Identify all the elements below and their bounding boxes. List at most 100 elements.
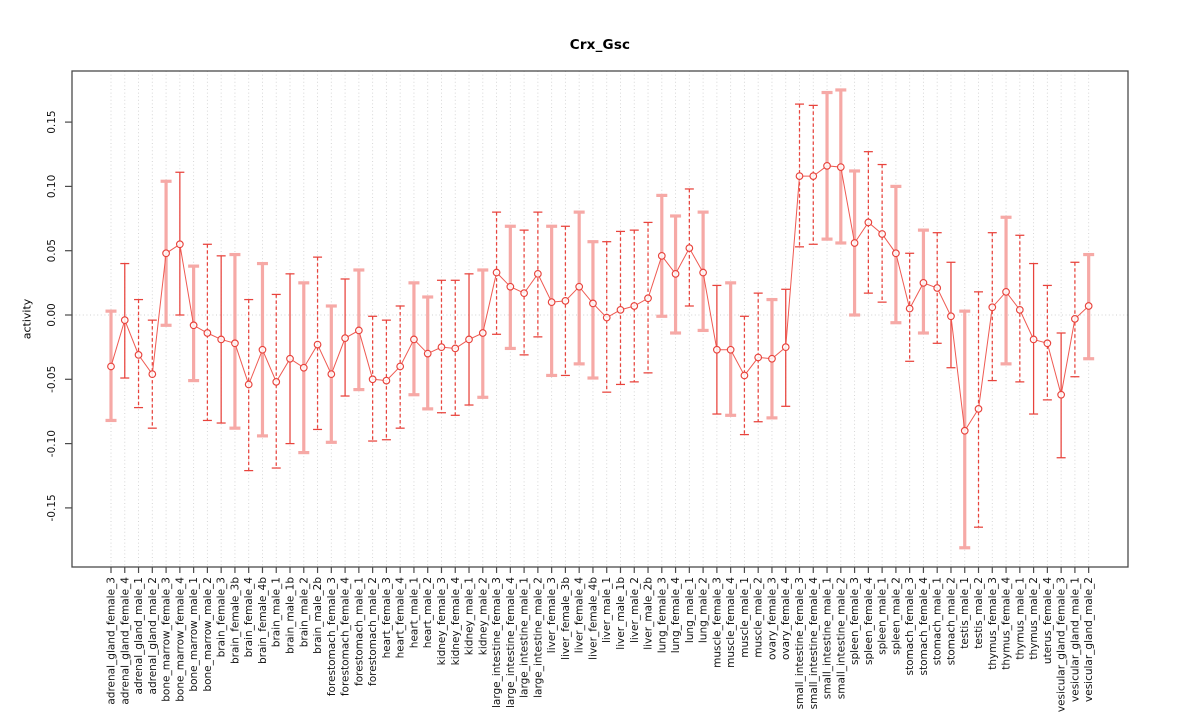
- error-bar: [795, 103, 804, 248]
- x-tick-label: thymus_female_3: [987, 577, 999, 670]
- y-tick-label: -0.15: [46, 494, 58, 521]
- data-point: [1015, 305, 1024, 314]
- data-point: [107, 362, 115, 371]
- x-tick-label: liver_male_2: [629, 577, 641, 643]
- y-tick-label: -0.05: [46, 366, 58, 393]
- data-point: [203, 329, 212, 337]
- x-tick-label: adrenal_gland_female_3: [106, 577, 118, 705]
- x-tick-label: stomach_female_4: [918, 577, 930, 676]
- x-tick-label: small_intestine_female_4: [808, 577, 820, 710]
- x-tick-label: vesicular_gland_female_3: [1056, 577, 1068, 712]
- x-tick-label: large_intestine_male_2: [532, 577, 544, 698]
- data-point: [781, 343, 790, 352]
- error-bar: [587, 240, 599, 380]
- error-bars: [105, 88, 1095, 550]
- x-tick-label: muscle_female_3: [711, 577, 723, 668]
- data-point: [1084, 302, 1093, 310]
- data-point: [492, 268, 501, 277]
- x-tick-label: small_intestine_female_3: [794, 577, 806, 709]
- x-tick-label: brain_male_2b: [312, 577, 324, 654]
- data-point: [823, 161, 831, 170]
- data-point: [258, 345, 267, 354]
- data-point: [575, 282, 584, 291]
- chart-title: Crx_Gsc: [569, 37, 631, 53]
- x-tick-label: small_intestine_male_2: [835, 577, 847, 699]
- x-tick-label: forestomach_male_2: [367, 577, 379, 686]
- data-point: [947, 312, 955, 321]
- data-point: [878, 230, 886, 238]
- error-bar: [863, 151, 873, 294]
- data-point: [354, 326, 363, 335]
- series-line: [110, 165, 1090, 433]
- x-tick-label: bone_marrow_female_4: [174, 577, 186, 702]
- data-point: [768, 354, 776, 363]
- gridlines: [110, 71, 1090, 567]
- x-tick-label: brain_female_4: [243, 577, 255, 658]
- data-point: [809, 172, 818, 180]
- x-tick-label: brain_female_3b: [229, 577, 241, 664]
- data-point: [437, 343, 446, 352]
- y-tick-label: 0.10: [46, 175, 58, 198]
- x-tick-label: spleen_male_1: [877, 577, 889, 655]
- x-tick-label: lung_female_3: [656, 577, 668, 653]
- data-point: [1043, 339, 1052, 348]
- data-point: [231, 339, 239, 348]
- x-tick-label: muscle_female_4: [725, 577, 737, 668]
- data-point: [120, 316, 129, 325]
- x-tick-label: liver_female_3: [546, 577, 558, 653]
- data-point: [602, 313, 611, 322]
- data-point: [892, 249, 900, 258]
- x-tick-label: muscle_male_2: [753, 577, 765, 658]
- x-tick-label: lung_female_4: [670, 577, 682, 654]
- error-bar: [629, 229, 639, 383]
- data-point: [465, 335, 473, 344]
- data-point: [644, 294, 652, 303]
- data-point: [1029, 335, 1038, 344]
- data-point: [410, 335, 418, 344]
- data-point: [740, 371, 749, 380]
- data-point: [272, 377, 281, 386]
- x-tick-label: testis_male_2: [973, 577, 985, 649]
- y-tick-label: -0.10: [46, 430, 58, 457]
- x-tick-label: ovary_female_3: [766, 577, 778, 660]
- data-point: [244, 380, 253, 389]
- data-point: [423, 349, 432, 358]
- data-point: [905, 304, 914, 313]
- data-point: [286, 354, 294, 363]
- data-point: [1071, 314, 1079, 323]
- x-tick-label: thymus_male_1: [1014, 577, 1026, 660]
- x-tick-label: liver_male_2b: [643, 577, 655, 650]
- data-point: [299, 363, 308, 372]
- data-point: [754, 353, 763, 362]
- data-points: [107, 161, 1093, 435]
- x-tick-label: thymus_female_4: [1001, 577, 1013, 670]
- x-tick-label: uterus_female_4: [1042, 577, 1054, 664]
- x-tick-label: vesicular_gland_male_1: [1069, 577, 1081, 702]
- x-tick-label: bone_marrow_male_1: [188, 577, 200, 692]
- data-point: [478, 329, 487, 337]
- data-point: [933, 284, 942, 292]
- plot-frame: [71, 70, 1129, 568]
- data-point: [657, 251, 666, 260]
- x-tick-label: lung_male_2: [698, 577, 710, 643]
- data-point: [919, 278, 928, 287]
- data-point: [671, 269, 680, 278]
- x-tick-label: spleen_female_3: [849, 577, 861, 665]
- data-point: [850, 239, 859, 247]
- data-point: [960, 426, 969, 435]
- data-point: [327, 370, 336, 379]
- data-point: [506, 282, 515, 291]
- data-point: [726, 345, 735, 354]
- data-point: [836, 163, 845, 171]
- x-tick-label: kidney_male_2: [477, 577, 489, 655]
- data-point: [148, 370, 157, 379]
- x-tick-label: liver_male_1: [601, 577, 613, 643]
- x-tick-label: stomach_male_2: [945, 577, 957, 665]
- error-bar: [202, 243, 212, 422]
- x-tick-label: large_intestine_female_4: [505, 577, 517, 708]
- data-point: [974, 405, 983, 413]
- data-point: [382, 376, 391, 385]
- data-point: [217, 335, 226, 344]
- data-point: [630, 302, 639, 310]
- data-point: [313, 340, 322, 349]
